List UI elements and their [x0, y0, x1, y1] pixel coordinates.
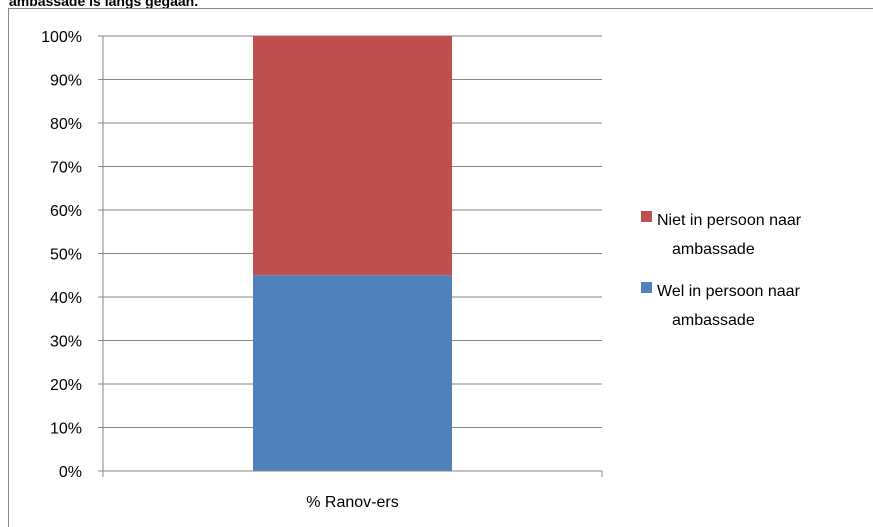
bars [253, 36, 452, 471]
legend-label-line: Niet in persoon naar [657, 212, 802, 229]
y-tick-label: 20% [50, 377, 82, 394]
legend-swatch [641, 211, 652, 222]
y-tick-label: 80% [50, 116, 82, 133]
y-tick-label: 40% [50, 290, 82, 307]
bar-segment [253, 275, 452, 471]
legend-label-line: Wel in persoon naar [657, 283, 801, 300]
y-tick-label: 30% [50, 334, 82, 351]
x-category-label: % Ranov-ers [306, 494, 398, 511]
legend-label-line: ambassade [672, 312, 755, 329]
y-tick-label: 90% [50, 73, 82, 90]
legend-swatch [641, 282, 652, 293]
legend: Niet in persoon naar ambassade Wel in pers… [641, 211, 802, 329]
bar-segment [253, 36, 452, 276]
y-tick-label: 100% [41, 29, 82, 46]
axes: 0% 10% 20% 30% 40% 50% 60% 70% 80% 90% 100% % Ranov… [41, 29, 603, 511]
legend-label-line: ambassade [672, 241, 755, 258]
y-tick-label: 10% [50, 421, 82, 438]
chart-frame [8, 8, 873, 527]
y-tick-label: 60% [50, 203, 82, 220]
chart-caption: ambassade is langs gegaan. [9, 0, 199, 9]
y-tick-label: 0% [59, 464, 82, 481]
y-tick-label: 70% [50, 160, 82, 177]
y-tick-label: 50% [50, 247, 82, 264]
